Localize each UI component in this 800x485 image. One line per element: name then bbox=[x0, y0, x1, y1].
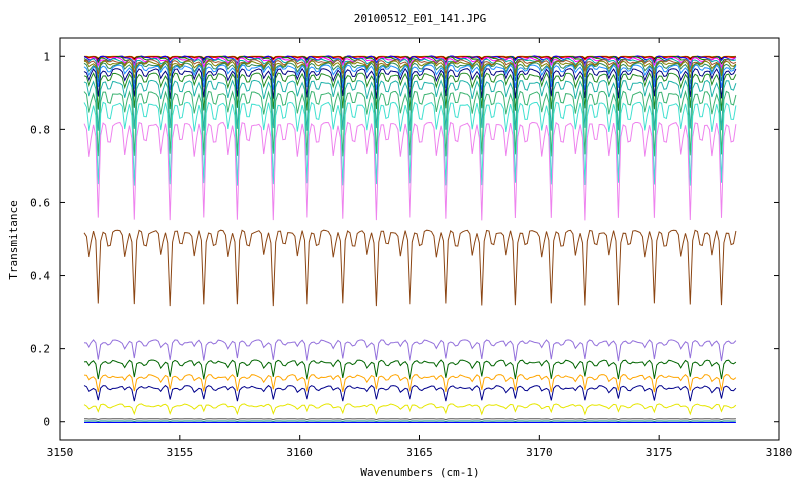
x-tick-label: 3150 bbox=[47, 446, 74, 459]
series-line bbox=[84, 419, 736, 420]
y-tick-label: 0 bbox=[43, 416, 50, 429]
x-axis-label: Wavenumbers (cm-1) bbox=[360, 466, 479, 479]
series-line bbox=[84, 65, 736, 90]
chart-title: 20100512_E01_141.JPG bbox=[354, 12, 486, 25]
y-tick-label: 0.4 bbox=[30, 270, 50, 283]
x-tick-label: 3180 bbox=[766, 446, 793, 459]
y-tick-label: 0.6 bbox=[30, 196, 50, 209]
y-tick-label: 0.8 bbox=[30, 123, 50, 136]
series-line bbox=[84, 404, 736, 414]
x-tick-label: 3155 bbox=[167, 446, 194, 459]
series-line bbox=[84, 340, 736, 361]
series-layer bbox=[84, 56, 736, 423]
series-line bbox=[84, 230, 736, 306]
y-tick-label: 1 bbox=[43, 50, 50, 63]
y-axis-label: Transmitance bbox=[7, 200, 20, 279]
x-tick-label: 3175 bbox=[646, 446, 673, 459]
series-line bbox=[84, 386, 736, 402]
x-tick-label: 3160 bbox=[286, 446, 313, 459]
x-tick-label: 3170 bbox=[526, 446, 553, 459]
y-tick-label: 0.2 bbox=[30, 343, 50, 356]
x-tick-label: 3165 bbox=[406, 446, 433, 459]
